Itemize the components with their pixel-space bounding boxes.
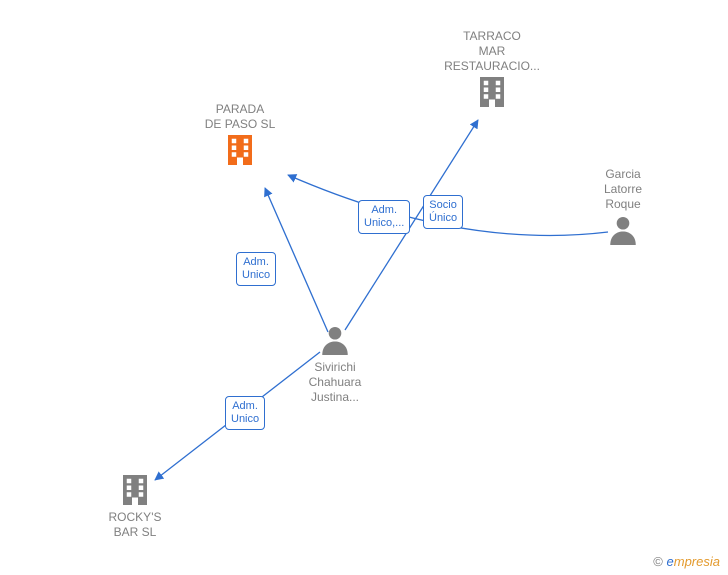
footer-attribution: © empresia bbox=[653, 554, 720, 569]
edge-label-sivirich-rockys: Adm.Unico bbox=[225, 396, 265, 430]
person-icon bbox=[317, 322, 353, 358]
brand-initial: e bbox=[667, 554, 674, 569]
node-label: SivirichiChahuaraJustina... bbox=[309, 360, 362, 405]
node-label: TARRACOMARRESTAURACIO... bbox=[444, 29, 540, 74]
node-tarraco[interactable]: TARRACOMARRESTAURACIO... bbox=[444, 27, 540, 110]
copyright-symbol: © bbox=[653, 554, 663, 569]
diagram-canvas: PARADADE PASO SL TARRACOMARRESTAURACIO..… bbox=[0, 0, 728, 575]
node-label: ROCKY'SBAR SL bbox=[109, 510, 162, 540]
building-icon bbox=[474, 74, 510, 110]
edge-label-sivirich-parada: Adm.Unico bbox=[236, 252, 276, 286]
node-sivirich[interactable]: SivirichiChahuaraJustina... bbox=[309, 322, 362, 405]
node-garcia[interactable]: GarciaLatorreRoque bbox=[604, 165, 642, 248]
node-label: PARADADE PASO SL bbox=[205, 102, 275, 132]
building-icon bbox=[222, 132, 258, 168]
brand-name: mpresia bbox=[674, 554, 720, 569]
person-icon bbox=[605, 212, 641, 248]
building-icon bbox=[117, 472, 153, 508]
edge-label-sivirich-tarraco: Adm.Unico,... bbox=[358, 200, 410, 234]
edge-label-garcia-parada: SocioÚnico bbox=[423, 195, 463, 229]
node-rockys[interactable]: ROCKY'SBAR SL bbox=[109, 472, 162, 540]
node-label: GarciaLatorreRoque bbox=[604, 167, 642, 212]
node-parada[interactable]: PARADADE PASO SL bbox=[205, 100, 275, 168]
